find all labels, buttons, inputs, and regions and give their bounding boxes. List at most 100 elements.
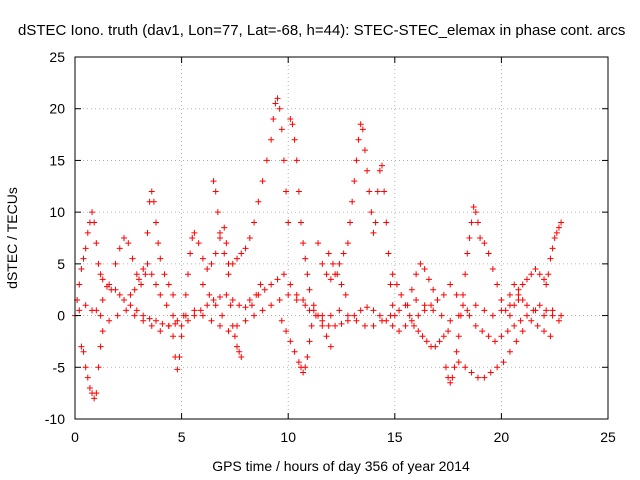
data-point xyxy=(485,333,492,340)
data-point xyxy=(351,312,358,319)
data-point xyxy=(528,271,535,278)
data-point xyxy=(123,307,130,314)
x-tick-label: 15 xyxy=(387,429,403,445)
data-point xyxy=(255,198,262,205)
data-point xyxy=(506,312,513,319)
y-tick-label: -5 xyxy=(53,359,66,375)
data-point xyxy=(306,286,313,293)
data-point xyxy=(410,322,417,329)
data-point xyxy=(236,302,243,309)
data-point xyxy=(172,320,179,327)
data-point xyxy=(276,105,283,112)
data-point xyxy=(325,250,332,257)
data-point xyxy=(389,271,396,278)
data-point xyxy=(129,255,136,262)
data-point xyxy=(182,291,189,298)
data-point xyxy=(536,271,543,278)
data-points xyxy=(72,95,565,402)
data-point xyxy=(453,291,460,298)
data-point xyxy=(159,320,166,327)
data-point xyxy=(170,333,177,340)
data-point xyxy=(227,302,234,309)
data-point xyxy=(498,333,505,340)
data-point xyxy=(127,291,134,298)
data-point xyxy=(511,281,518,288)
data-point xyxy=(344,312,351,319)
data-point xyxy=(191,312,198,319)
data-point xyxy=(436,338,443,345)
data-point xyxy=(319,312,326,319)
data-point xyxy=(140,266,147,273)
data-point xyxy=(176,353,183,360)
data-point xyxy=(489,312,496,319)
data-point xyxy=(338,320,345,327)
data-point xyxy=(106,281,113,288)
data-point xyxy=(285,219,292,226)
data-point xyxy=(242,245,249,252)
data-point xyxy=(225,271,232,278)
data-point xyxy=(293,157,300,164)
data-point xyxy=(280,271,287,278)
data-point xyxy=(541,328,548,335)
data-point xyxy=(253,291,260,298)
data-point xyxy=(76,307,83,314)
data-point xyxy=(366,188,373,195)
data-point xyxy=(383,219,390,226)
data-point xyxy=(489,266,496,273)
data-point xyxy=(349,198,356,205)
data-point xyxy=(344,317,351,324)
data-point xyxy=(259,307,266,314)
data-point xyxy=(216,322,223,329)
data-point xyxy=(287,116,294,123)
data-point xyxy=(78,343,85,350)
data-point xyxy=(257,281,264,288)
data-point xyxy=(513,338,520,345)
data-point xyxy=(379,162,386,169)
data-point xyxy=(425,276,432,283)
data-point xyxy=(187,250,194,257)
data-point xyxy=(229,297,236,304)
data-point xyxy=(199,281,206,288)
data-point xyxy=(485,250,492,257)
data-point xyxy=(310,307,317,314)
data-point xyxy=(402,322,409,329)
data-point xyxy=(210,297,217,304)
data-point xyxy=(413,297,420,304)
data-point xyxy=(212,250,219,257)
data-point xyxy=(387,281,394,288)
data-point xyxy=(93,390,100,397)
data-point xyxy=(300,240,307,247)
data-point xyxy=(440,291,447,298)
data-point xyxy=(468,219,475,226)
data-point xyxy=(474,374,481,381)
data-point xyxy=(116,245,123,252)
data-point xyxy=(549,307,556,314)
data-point xyxy=(353,317,360,324)
data-point xyxy=(283,328,290,335)
data-point xyxy=(468,369,475,376)
y-tick-labels: -10 -5 0 5 10 15 20 25 xyxy=(45,49,65,427)
data-point xyxy=(306,338,313,345)
axis-ticks xyxy=(74,56,609,420)
data-point xyxy=(114,312,121,319)
data-point xyxy=(106,317,113,324)
data-point xyxy=(82,302,89,309)
data-point xyxy=(165,281,172,288)
data-point xyxy=(229,260,236,267)
data-point xyxy=(131,286,138,293)
data-point xyxy=(370,322,377,329)
data-point xyxy=(449,374,456,381)
data-point xyxy=(131,312,138,319)
data-point xyxy=(268,136,275,143)
data-point xyxy=(329,260,336,267)
data-point xyxy=(451,364,458,371)
data-point xyxy=(268,281,275,288)
data-point xyxy=(389,302,396,309)
data-point xyxy=(428,302,435,309)
data-point xyxy=(289,121,296,128)
data-point xyxy=(325,322,332,329)
data-point xyxy=(165,322,172,329)
data-point xyxy=(97,271,104,278)
data-point xyxy=(551,235,558,241)
data-point xyxy=(549,312,556,319)
